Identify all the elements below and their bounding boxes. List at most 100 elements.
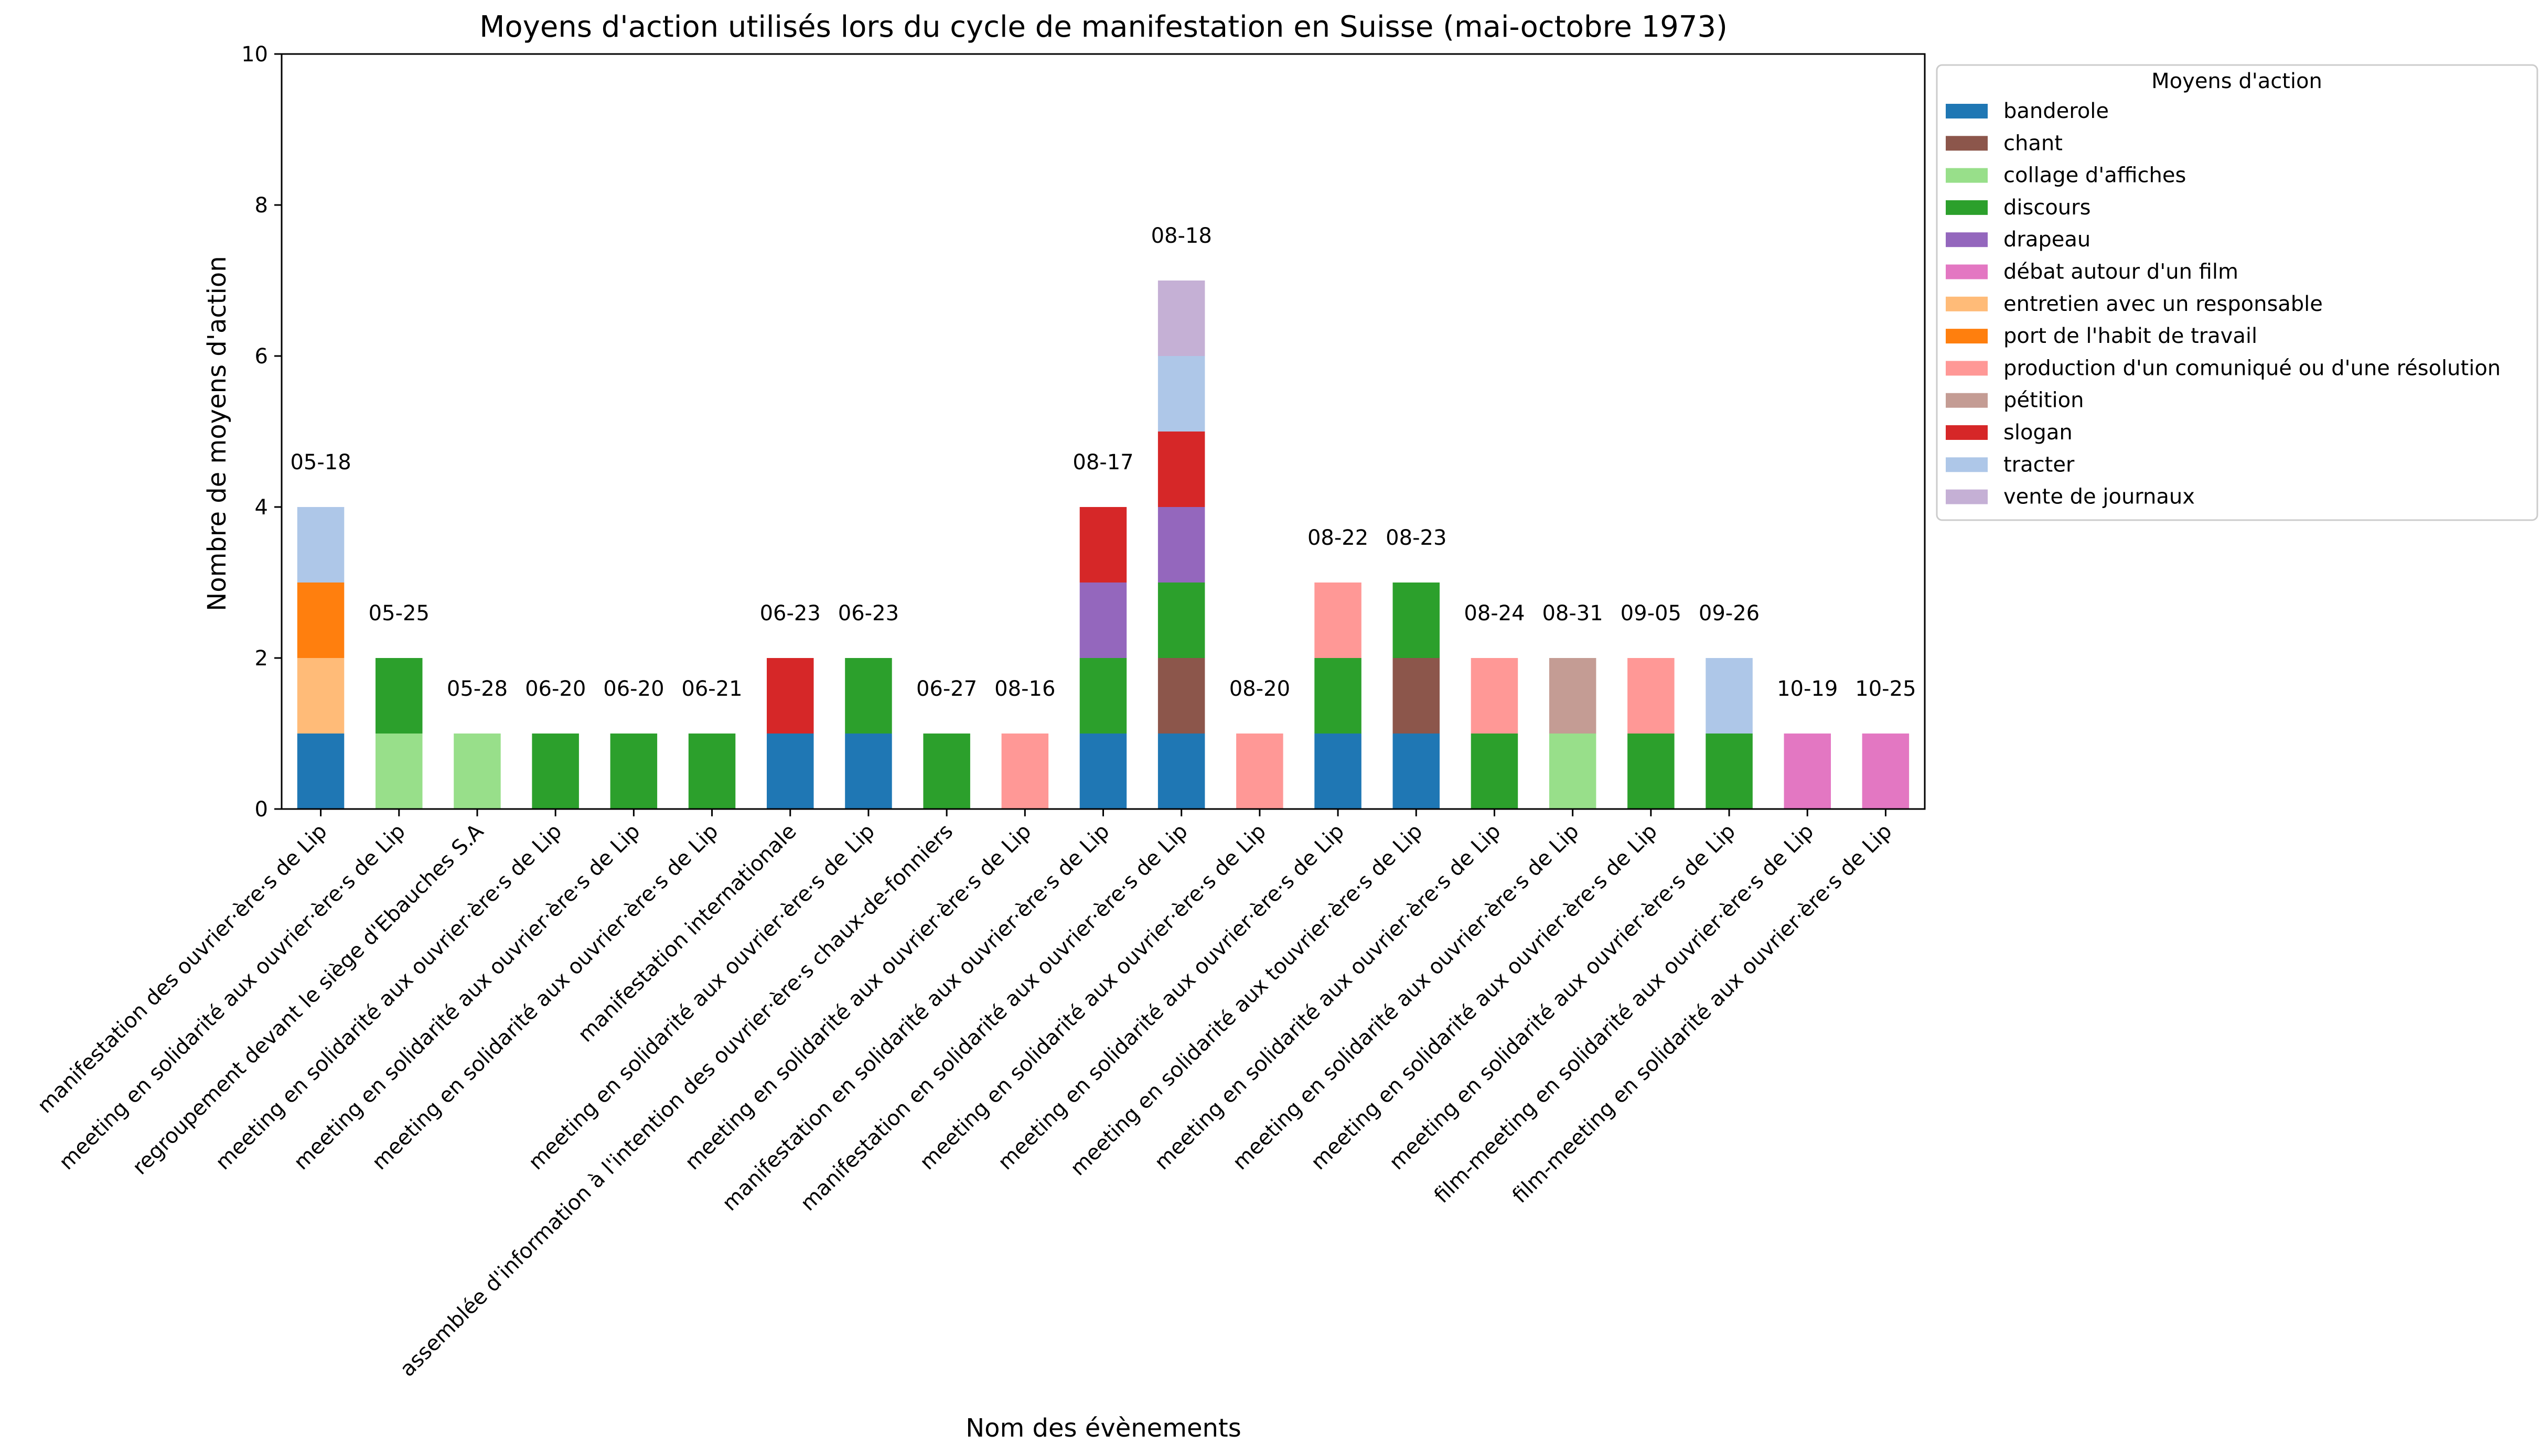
legend-swatch [1946,425,1988,440]
legend-label: production d'un comuniqué ou d'une résol… [2003,356,2501,380]
x-axis-label: Nom des évènements [966,1414,1241,1443]
y-tick-label: 4 [255,495,268,520]
legend-label: tracter [2003,452,2075,477]
bar-segment [1079,507,1127,583]
bar-date-label: 06-27 [916,677,977,701]
bar-segment [688,734,736,809]
bar-segment [1627,658,1675,734]
y-tick-label: 0 [255,797,268,822]
bar-segment [845,658,892,734]
bar-segment [845,734,892,809]
bar-segment [1157,356,1205,432]
legend-swatch [1946,232,1988,247]
legend-label: collage d'affiches [2003,164,2186,188]
y-tick-label: 6 [255,344,268,369]
bar-segment [1079,734,1127,809]
bar-date-label: 08-22 [1307,526,1368,550]
bar-segment [767,734,814,809]
legend-label: drapeau [2003,228,2090,252]
bar-date-label: 10-19 [1777,677,1838,701]
legend-swatch [1946,296,1988,311]
legend-swatch [1946,136,1988,151]
bar-date-label: 08-18 [1151,224,1212,248]
legend-label: chant [2003,131,2063,155]
bar-segment [297,658,345,734]
bar-segment [1392,734,1440,809]
legend-frame [1936,64,2538,521]
bar-segment [1236,734,1283,809]
bar-segment [532,734,579,809]
bar-date-label: 06-23 [760,601,821,625]
bar-segment [1706,734,1753,809]
bar-segment [454,734,501,809]
bar-date-label: 05-28 [447,677,508,701]
bar-date-label: 05-25 [369,601,430,625]
bar-date-label: 05-18 [290,450,351,474]
y-tick-label: 10 [241,42,268,67]
bar-segment [1549,734,1596,809]
legend-label: discours [2003,196,2090,220]
legend-swatch [1946,200,1988,215]
bar-date-label: 08-16 [994,677,1055,701]
plot-area: 05-18 05-25 05-28 06-20 06-20 06-21 06-23 06-23… [281,53,1926,810]
bar-date-label: 08-17 [1073,450,1133,474]
chart-title: Moyens d'action utilisés lors du cycle d… [479,10,1728,44]
bar-segment [1157,432,1205,507]
bar-segment [1392,583,1440,658]
legend-swatch [1946,393,1988,408]
bar-segment [1471,658,1518,734]
bar-segment [1079,658,1127,734]
legend-label: banderole [2003,99,2109,123]
legend-swatch [1946,489,1988,504]
legend: Moyens d'action banderole chant collage d'… [1936,64,2538,521]
bar-segment [1157,658,1205,734]
y-axis-label: Nombre de moyens d'action [202,256,232,611]
bar-segment [1862,734,1910,809]
bar-date-label: 08-20 [1229,677,1290,701]
bar-date-label: 06-23 [838,601,899,625]
bar-date-label: 09-26 [1699,601,1760,625]
legend-swatch [1946,329,1988,344]
legend-swatch [1946,457,1988,472]
bar-date-label: 08-23 [1386,526,1446,550]
bar-date-label: 06-20 [603,677,664,701]
legend-title: Moyens d'action [2151,69,2322,93]
y-axis: 0 2 4 6 8 10 [241,42,282,822]
legend-label: slogan [2003,420,2073,445]
bar-segment [1157,583,1205,658]
bar-date-label: 10-25 [1855,677,1916,701]
bar-date-label: 08-31 [1542,601,1603,625]
bar-segment [376,658,423,734]
legend-swatch [1946,264,1988,279]
legend-label: vente de journaux [2003,485,2195,509]
bar-date-label: 06-20 [525,677,586,701]
bar-segment [1549,658,1596,734]
legend-label: entretien avec un responsable [2003,292,2323,316]
y-tick-label: 8 [255,193,268,218]
bar-segment [1314,583,1361,658]
bar-segment [923,734,970,809]
bar-segment [297,507,345,583]
legend-label: débat autour d'un film [2003,260,2238,284]
legend-label: pétition [2003,389,2084,413]
bar-segment [1157,507,1205,583]
y-tick-label: 2 [255,646,268,671]
legend-swatch [1946,104,1988,118]
bar-segment [1314,658,1361,734]
bar-date-label: 06-21 [681,677,742,701]
bar-segment [1627,734,1675,809]
bar-segment [1157,734,1205,809]
bar-segment [1314,734,1361,809]
bar-segment [297,734,345,809]
bar-segment [610,734,658,809]
bar-segment [1157,281,1205,356]
legend-label: port de l'habit de travail [2003,324,2257,348]
bar-segment [1471,734,1518,809]
legend-swatch [1946,168,1988,183]
bar-date-label: 08-24 [1464,601,1525,625]
bar-segment [297,583,345,658]
bar-segment [1706,658,1753,734]
legend-swatch [1946,361,1988,376]
bar-segment [376,734,423,809]
